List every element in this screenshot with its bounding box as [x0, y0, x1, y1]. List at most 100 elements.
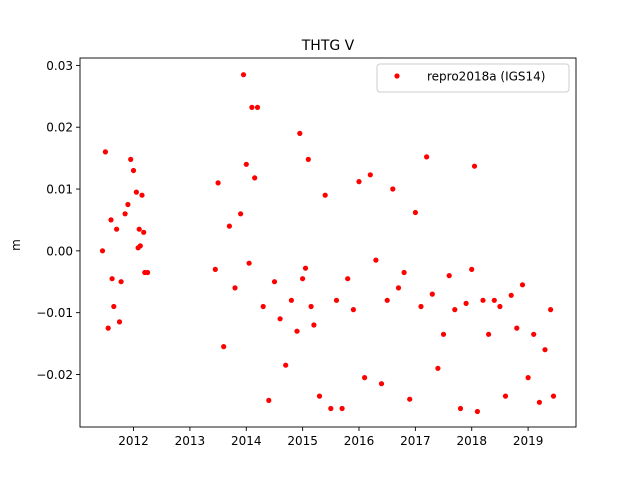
data-point	[246, 260, 252, 266]
data-point	[542, 347, 548, 353]
data-point	[339, 405, 345, 412]
data-point	[128, 156, 134, 162]
data-point	[108, 217, 114, 223]
data-point	[362, 375, 368, 381]
data-point	[302, 265, 309, 271]
data-point	[350, 307, 356, 313]
data-point	[238, 211, 244, 217]
data-point	[531, 331, 537, 337]
y-axis-label: m	[9, 239, 23, 251]
data-point	[424, 154, 430, 160]
data-point	[322, 192, 328, 198]
data-point	[271, 279, 278, 285]
data-point	[283, 362, 289, 368]
data-point	[125, 201, 131, 208]
data-point	[457, 405, 464, 412]
data-point	[390, 186, 396, 192]
legend-box	[376, 63, 570, 93]
data-point	[240, 72, 247, 78]
data-point	[215, 180, 221, 186]
data-point	[550, 393, 557, 399]
data-point	[116, 319, 123, 325]
x-tick-label: 2012	[118, 434, 149, 448]
data-point	[519, 282, 526, 288]
data-point	[395, 285, 402, 291]
axis-ticks: 2012 2013 2014 2015 2016 2017 2018 2019 −0.02 −0.…	[36, 59, 543, 448]
x-tick-label: 2019	[513, 434, 544, 448]
data-point	[328, 405, 334, 412]
legend: repro2018a (IGS14)	[376, 63, 570, 93]
data-point	[118, 279, 124, 285]
data-point	[139, 192, 145, 198]
data-point	[99, 248, 106, 254]
data-point	[260, 303, 266, 310]
data-point	[435, 365, 441, 371]
x-tick-label: 2018	[456, 434, 487, 448]
data-point	[378, 381, 385, 387]
data-point	[136, 226, 142, 232]
data-point	[141, 229, 147, 235]
data-point	[356, 179, 362, 185]
data-point	[232, 285, 238, 291]
data-point	[491, 297, 497, 303]
data-point	[105, 325, 111, 331]
data-point	[249, 104, 255, 110]
data-point	[367, 172, 373, 178]
x-tick-label: 2013	[175, 434, 206, 448]
x-tick-label: 2015	[287, 434, 318, 448]
x-tick-label: 2014	[231, 434, 262, 448]
data-point	[345, 276, 351, 282]
data-point	[288, 297, 294, 303]
data-point	[111, 303, 117, 310]
data-point	[277, 316, 283, 322]
data-point	[305, 156, 311, 162]
y-tick-label: −0.01	[36, 306, 73, 320]
plot-frame	[79, 57, 577, 428]
x-tick-label: 2016	[344, 434, 375, 448]
data-point	[497, 303, 503, 310]
y-tick-label: 0.01	[46, 183, 73, 197]
data-point	[463, 300, 469, 306]
data-points	[99, 72, 557, 415]
data-point	[407, 396, 413, 402]
data-point	[266, 397, 272, 403]
data-point	[429, 291, 435, 297]
data-point	[418, 303, 424, 310]
data-point	[536, 399, 543, 405]
data-point	[316, 393, 323, 399]
data-point	[122, 211, 128, 217]
data-point	[294, 328, 300, 334]
data-point	[373, 257, 379, 263]
data-point	[384, 297, 390, 303]
data-point	[130, 167, 137, 174]
data-point	[514, 325, 520, 331]
data-point	[471, 163, 478, 169]
data-point	[469, 266, 475, 272]
data-point	[226, 223, 232, 229]
data-point	[252, 175, 258, 181]
data-point	[243, 161, 249, 167]
data-point	[446, 273, 452, 279]
data-point	[109, 276, 115, 282]
data-point	[412, 209, 418, 216]
data-point	[137, 243, 143, 249]
data-point	[254, 104, 261, 110]
data-point	[548, 307, 554, 313]
data-point	[486, 331, 492, 337]
data-point	[297, 130, 303, 136]
y-tick-label: 0.00	[46, 244, 73, 258]
data-point	[145, 269, 151, 276]
data-point	[133, 189, 139, 195]
data-point	[508, 292, 514, 298]
data-point	[102, 149, 108, 155]
data-point	[221, 344, 227, 350]
data-point	[212, 266, 218, 272]
data-point	[401, 269, 407, 276]
data-point	[308, 303, 314, 310]
data-point	[452, 307, 458, 313]
data-point	[333, 297, 340, 303]
data-point	[525, 375, 531, 381]
data-point	[311, 322, 317, 328]
data-point	[300, 276, 306, 282]
